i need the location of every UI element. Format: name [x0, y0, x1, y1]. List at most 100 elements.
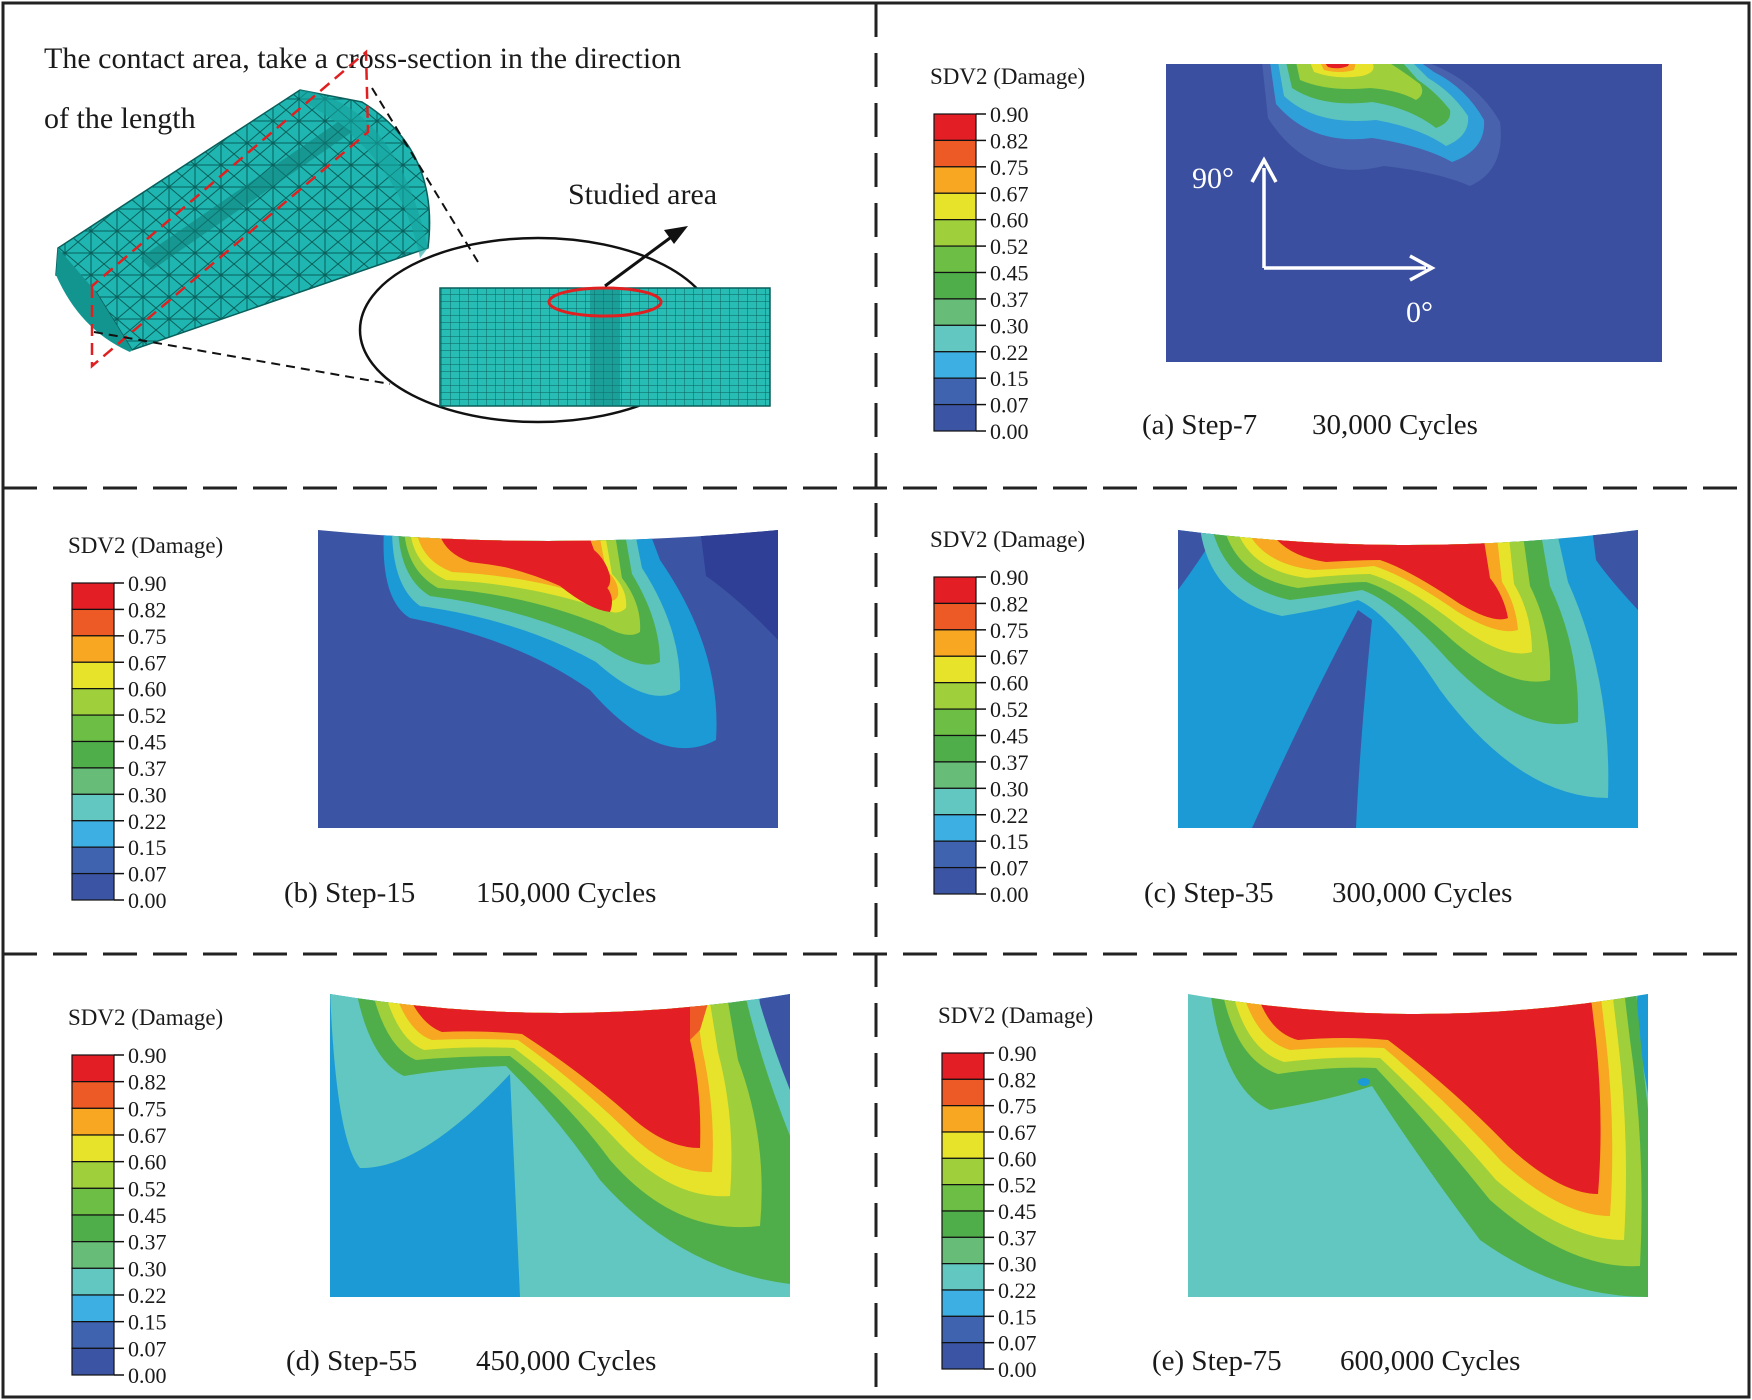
legend-swatch [71, 582, 115, 611]
legend-tick-label: 0.30 [128, 1256, 167, 1281]
legend-tick-label: 0.82 [990, 128, 1029, 153]
legend-swatch [941, 1184, 985, 1212]
legend-swatch [933, 866, 977, 895]
legend-tick-label: 0.07 [990, 393, 1029, 418]
legend-tick-label: 0.22 [998, 1278, 1037, 1303]
legend-swatch [71, 1214, 115, 1243]
legend-tick-label: 0.60 [990, 671, 1029, 696]
studied-area-arrow [604, 236, 671, 288]
legend-tick-label: 0.52 [990, 234, 1029, 259]
legend-tick-label: 0.75 [128, 624, 167, 649]
legend-tick-label: 0.37 [128, 1230, 167, 1255]
legend-tick-label: 0.60 [128, 677, 167, 702]
legend-swatch [71, 872, 115, 901]
legend-swatch [941, 1236, 985, 1265]
legend-swatch [71, 635, 115, 663]
legend-tick-label: 0.90 [128, 1043, 167, 1068]
legend-swatch [71, 767, 115, 795]
legend-tick-label: 0.82 [128, 1070, 167, 1095]
legend-tick-label: 0.30 [990, 313, 1029, 338]
legend-tick-label: 0.15 [128, 1310, 167, 1335]
legend-swatch [933, 298, 977, 326]
half-cylinder-mesh [55, 89, 431, 352]
intro-line-2: of the length [44, 102, 196, 135]
legend-swatch [941, 1157, 985, 1186]
legend-e: 0.900.820.750.670.600.520.450.370.300.22… [941, 1041, 1037, 1382]
legend-tick-label: 0.00 [128, 888, 167, 913]
legend-swatch [71, 1241, 115, 1269]
damage-contour-a [1166, 64, 1662, 362]
legend-tick-label: 0.00 [990, 419, 1029, 444]
legend-swatch [933, 113, 977, 142]
legend-swatch [941, 1078, 985, 1107]
legend-swatch [71, 661, 115, 690]
legend-tick-label: 0.07 [990, 856, 1029, 881]
legend-title-d: SDV2 (Damage) [68, 1005, 223, 1030]
legend-swatch [941, 1105, 985, 1133]
caption-e-cycles: 600,000 Cycles [1340, 1345, 1520, 1377]
damage-contour-d [330, 994, 790, 1297]
legend-swatch [71, 608, 115, 637]
caption-b-cycles: 150,000 Cycles [476, 877, 656, 909]
legend-swatch [71, 1267, 115, 1296]
caption-c-cycles: 300,000 Cycles [1332, 877, 1512, 909]
legend-tick-label: 0.75 [990, 618, 1029, 643]
axis-0-label: 0° [1406, 296, 1433, 329]
axis-0-arrowhead [1409, 254, 1436, 282]
legend-swatch [933, 324, 977, 353]
caption-a-step: (a) Step-7 [1142, 409, 1257, 441]
legend-swatch [71, 1187, 115, 1216]
model-overview: The contact area, take a cross-section i… [44, 42, 771, 424]
legend-a: 0.900.820.750.670.600.520.450.370.300.22… [933, 102, 1029, 444]
legend-tick-label: 0.60 [990, 208, 1029, 233]
legend-tick-label: 0.45 [990, 724, 1029, 749]
legend-swatch [71, 846, 115, 875]
legend-swatch [941, 1289, 985, 1317]
legend-tick-label: 0.60 [998, 1146, 1037, 1171]
panel-d: 0.900.820.750.670.600.520.450.370.300.22… [68, 994, 790, 1388]
legend-swatch [71, 793, 115, 822]
legend-tick-label: 0.22 [990, 340, 1029, 365]
panel-e: 0.900.820.750.670.600.520.450.370.300.22… [938, 994, 1648, 1382]
studied-area-arrowhead [664, 226, 688, 244]
legend-swatch [941, 1052, 985, 1080]
legend-tick-label: 0.22 [128, 1283, 167, 1308]
legend-tick-label: 0.67 [128, 1123, 167, 1148]
damage-contour-c [1178, 530, 1638, 828]
legend-tick-label: 0.15 [128, 835, 167, 860]
section-plane [90, 49, 370, 369]
legend-tick-label: 0.07 [128, 1336, 167, 1361]
cross-section-mesh [439, 287, 771, 407]
legend-tick-label: 0.82 [990, 591, 1029, 616]
legend-tick-label: 0.07 [998, 1331, 1037, 1356]
legend-tick-label: 0.00 [990, 882, 1029, 907]
legend-swatch [941, 1263, 985, 1291]
legend-title-b: SDV2 (Damage) [68, 533, 223, 558]
legend-swatch [933, 245, 977, 274]
caption-d-cycles: 450,000 Cycles [476, 1345, 656, 1377]
legend-swatch [933, 219, 977, 247]
legend-tick-label: 0.30 [998, 1252, 1037, 1277]
legend-tick-label: 0.82 [998, 1067, 1037, 1092]
legend-b: 0.900.820.750.670.600.520.450.370.300.22… [71, 571, 167, 913]
legend-tick-label: 0.52 [998, 1173, 1037, 1198]
legend-swatch [933, 814, 977, 842]
legend-title-a: SDV2 (Damage) [930, 64, 1085, 89]
legend-swatch [933, 192, 977, 221]
legend-swatch [71, 1321, 115, 1349]
intro-line-1: The contact area, take a cross-section i… [44, 42, 681, 75]
legend-swatch [71, 688, 115, 716]
panel-a: 0.900.820.750.670.600.520.450.370.300.22… [930, 64, 1662, 444]
legend-tick-label: 0.37 [990, 750, 1029, 775]
axis-90-label: 90° [1192, 162, 1234, 195]
legend-tick-label: 0.00 [128, 1363, 167, 1388]
legend-tick-label: 0.07 [128, 862, 167, 887]
legend-tick-label: 0.90 [990, 565, 1029, 590]
legend-swatch [933, 655, 977, 684]
legend-tick-label: 0.30 [128, 782, 167, 807]
legend-swatch [933, 377, 977, 406]
legend-tick-label: 0.45 [128, 730, 167, 755]
legend-tick-label: 0.37 [128, 756, 167, 781]
legend-c: 0.900.820.750.670.600.520.450.370.300.22… [933, 565, 1029, 907]
legend-tick-label: 0.82 [128, 597, 167, 622]
